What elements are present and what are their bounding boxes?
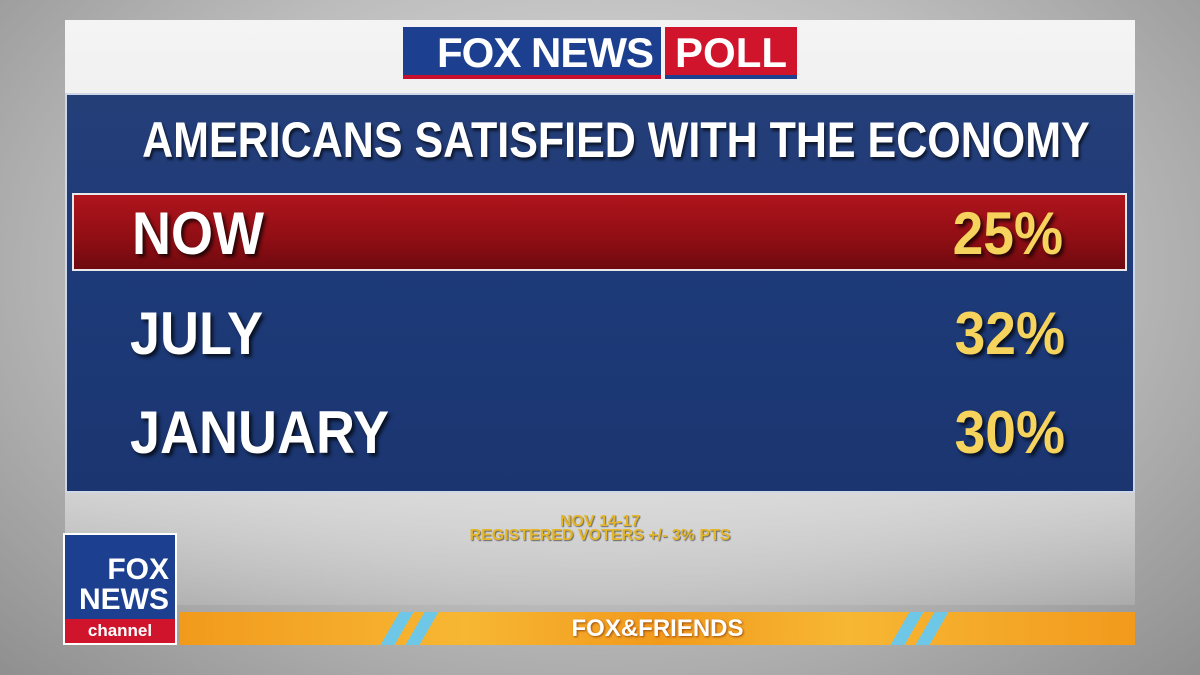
logo-text: FOX: [107, 553, 169, 586]
table-row: NOW 25%: [72, 193, 1127, 271]
logo-text: NEWS: [79, 583, 169, 616]
table-row: JANUARY 30%: [72, 394, 1127, 472]
row-value: 30%: [954, 399, 1065, 466]
logo-text: channel: [65, 619, 175, 643]
row-value: 32%: [954, 300, 1065, 367]
brand: FOX NEWS POLL: [403, 27, 798, 79]
channel-logo: FOX NEWS channel: [63, 533, 177, 645]
row-label: JANUARY: [130, 399, 390, 466]
brand-badge: POLL: [665, 27, 798, 79]
title-text: AMERICANS SATISFIED WITH THE ECONOMY: [142, 112, 1090, 168]
row-label: NOW: [132, 200, 264, 267]
row-label: JULY: [130, 300, 264, 367]
table-row: JULY 32%: [72, 295, 1127, 373]
content-box: [65, 93, 1135, 493]
banner: [180, 612, 1135, 645]
row-value: 25%: [952, 200, 1063, 267]
show-name: FOX&FRIENDS: [571, 615, 744, 642]
brand-name: FOX NEWS: [403, 27, 662, 79]
footnote: NOV 14-17: [559, 513, 641, 530]
footnote: REGISTERED VOTERS +/- 3% PTS: [469, 527, 731, 544]
title: AMERICANS SATISFIED WITH THE ECONOMY: [65, 108, 1135, 172]
